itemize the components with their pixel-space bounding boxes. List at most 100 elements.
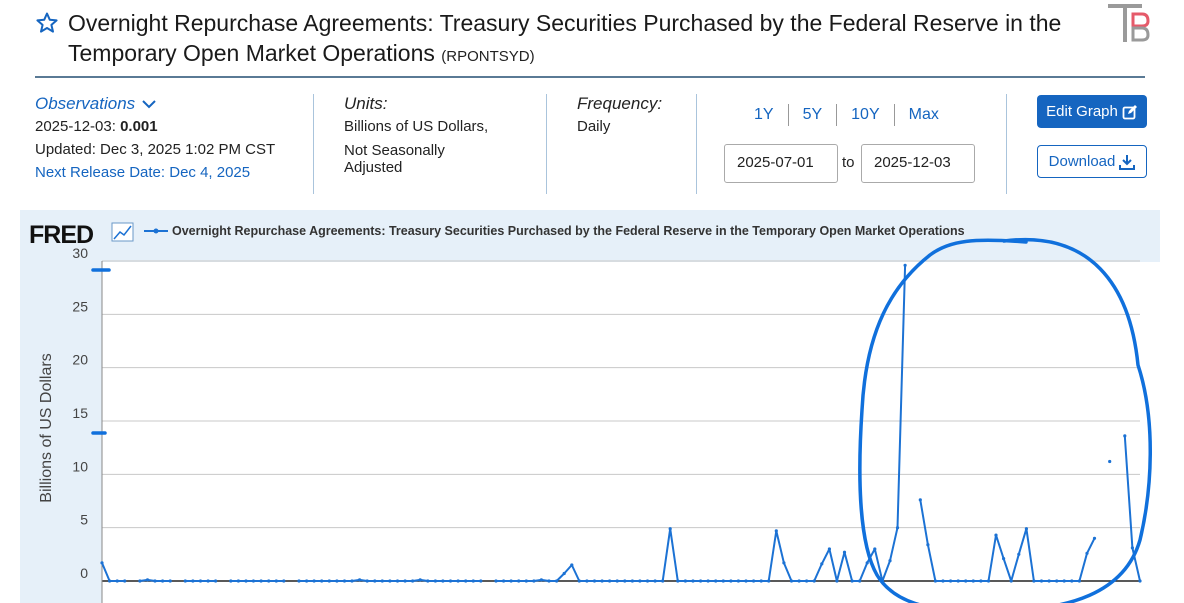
download-icon xyxy=(1119,154,1136,170)
next-release-link[interactable]: Next Release Date: Dec 4, 2025 xyxy=(35,164,251,181)
range-1y-button[interactable]: 1Y xyxy=(740,104,789,126)
data-point xyxy=(411,579,415,583)
data-point xyxy=(994,533,998,537)
data-point xyxy=(774,529,778,533)
data-point xyxy=(858,579,862,583)
data-point xyxy=(918,498,922,502)
data-point xyxy=(342,579,347,583)
data-point xyxy=(941,579,945,583)
data-point xyxy=(161,579,165,583)
data-point xyxy=(865,561,869,565)
data-point xyxy=(206,579,210,583)
data-point xyxy=(820,562,824,566)
logo-icon xyxy=(1108,4,1150,42)
data-point xyxy=(1108,459,1112,464)
data-point xyxy=(805,579,809,583)
star-icon[interactable] xyxy=(35,11,59,35)
data-point xyxy=(153,579,157,583)
title-text: Overnight Repurchase Agreements: Treasur… xyxy=(68,10,1062,66)
data-point xyxy=(1055,579,1059,583)
data-point xyxy=(903,263,907,267)
frequency-panel: Frequency: Daily xyxy=(577,92,662,138)
range-10y-button[interactable]: 10Y xyxy=(837,104,895,126)
legend-label: Overnight Repurchase Agreements: Treasur… xyxy=(172,224,965,238)
data-point xyxy=(714,579,718,583)
edit-icon xyxy=(1122,104,1137,119)
data-point xyxy=(699,579,703,583)
data-point xyxy=(138,579,142,583)
edit-graph-button[interactable]: Edit Graph xyxy=(1037,95,1147,128)
data-point xyxy=(842,550,847,554)
data-point xyxy=(395,579,400,583)
annotations xyxy=(91,237,1152,603)
divider xyxy=(313,94,314,194)
data-point xyxy=(183,579,187,583)
data-point xyxy=(259,579,263,583)
data-point xyxy=(645,579,650,583)
range-max-button[interactable]: Max xyxy=(908,106,939,123)
data-point xyxy=(979,579,983,583)
data-point xyxy=(888,559,892,563)
data-point xyxy=(630,579,635,583)
data-point xyxy=(267,579,271,583)
data-point xyxy=(752,579,756,583)
chart-panel: FRED Overnight Repurchase Agreements: Tr… xyxy=(20,210,1160,603)
data-point xyxy=(191,579,195,583)
data-point xyxy=(1047,579,1051,583)
data-point xyxy=(358,578,362,582)
chevron-down-icon xyxy=(142,100,156,109)
data-point xyxy=(570,563,574,567)
data-point xyxy=(797,579,801,583)
end-date-input[interactable]: 2025-12-03 xyxy=(861,144,975,183)
data-point xyxy=(638,579,642,583)
y-tick-label: 30 xyxy=(72,245,88,261)
data-point xyxy=(926,543,930,547)
y-tick-label: 25 xyxy=(72,298,88,314)
range-5y-button[interactable]: 5Y xyxy=(789,104,838,126)
units-line-1: Billions of US Dollars, xyxy=(344,118,489,135)
observations-toggle[interactable]: Observations xyxy=(35,92,275,115)
y-tick-label: 0 xyxy=(80,565,88,581)
data-point xyxy=(547,579,551,583)
data-point xyxy=(380,579,384,583)
data-point xyxy=(736,579,741,583)
data-point xyxy=(615,579,619,583)
data-point xyxy=(418,578,422,582)
data-point xyxy=(986,579,991,583)
frequency-value: Daily xyxy=(577,118,611,135)
download-button[interactable]: Download xyxy=(1037,145,1147,178)
updated-text: Updated: Dec 3, 2025 1:02 PM CST xyxy=(35,141,276,158)
data-point xyxy=(706,579,710,583)
edit-graph-label: Edit Graph xyxy=(1046,103,1118,120)
data-point xyxy=(274,579,278,583)
data-point xyxy=(214,579,218,583)
data-point xyxy=(115,579,119,583)
data-point xyxy=(335,579,339,583)
data-point xyxy=(108,579,112,583)
to-label: to xyxy=(842,154,855,171)
data-point xyxy=(789,579,794,583)
data-point xyxy=(448,579,453,583)
plot-area xyxy=(102,262,1160,603)
data-point xyxy=(509,579,513,583)
data-point xyxy=(1017,552,1021,556)
data-point xyxy=(767,579,771,583)
data-point xyxy=(502,579,506,583)
data-point xyxy=(433,579,437,583)
data-point xyxy=(676,579,680,583)
start-date-input[interactable]: 2025-07-01 xyxy=(724,144,838,183)
data-point xyxy=(555,579,559,583)
data-point xyxy=(123,579,127,583)
data-point xyxy=(373,579,377,583)
data-point xyxy=(1032,579,1036,583)
data-point xyxy=(782,561,786,565)
data-point xyxy=(532,579,536,583)
data-point xyxy=(827,547,832,551)
data-point xyxy=(1077,579,1081,583)
chart-trend-icon xyxy=(113,225,132,240)
data-point xyxy=(251,579,256,583)
data-point xyxy=(1092,536,1097,540)
units-line-2: Not Seasonally xyxy=(344,142,445,159)
data-point xyxy=(229,579,233,583)
data-point xyxy=(1123,434,1127,438)
